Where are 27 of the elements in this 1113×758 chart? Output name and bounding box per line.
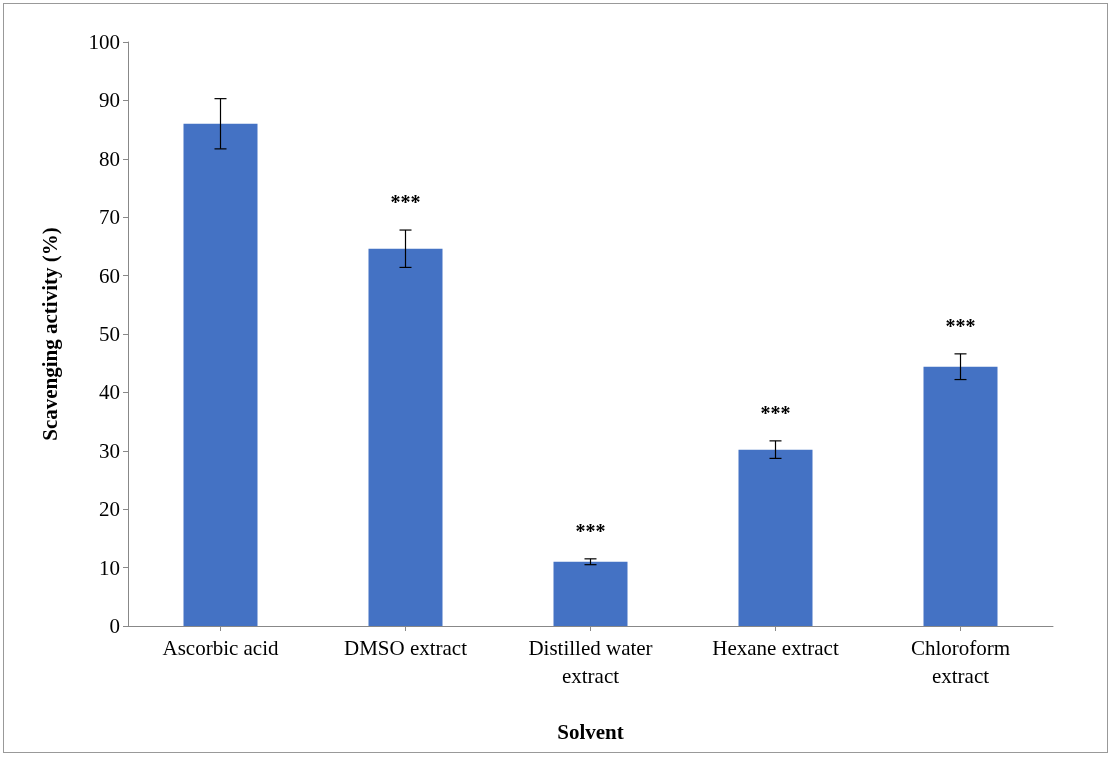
x-tick-label: Distilled water extract <box>528 636 653 688</box>
bar <box>738 449 813 626</box>
x-tick-label: Chloroform extract <box>910 636 1011 688</box>
y-axis-title: Scavenging activity (%) <box>37 227 62 441</box>
y-tick-label: 20 <box>99 497 120 522</box>
x-tick-label: DMSO extract <box>343 636 468 660</box>
y-tick-label: 100 <box>88 30 120 54</box>
x-tick-label: Hexane extract <box>712 636 839 660</box>
y-tick-label: 60 <box>99 263 120 288</box>
bar <box>553 561 628 626</box>
y-tick-label: 30 <box>99 438 120 463</box>
y-tick-label: 40 <box>99 380 120 405</box>
y-tick-label: 10 <box>99 555 120 580</box>
y-tick-label: 80 <box>99 146 120 171</box>
x-tick-label: Ascorbic acid <box>162 636 280 660</box>
y-tick-label: 50 <box>99 322 120 346</box>
bar <box>923 366 998 626</box>
bar <box>368 248 443 626</box>
y-tick-label: 90 <box>99 88 120 113</box>
bar <box>183 123 258 626</box>
annotation: *** <box>760 401 791 424</box>
y-tick-label: 0 <box>109 614 120 638</box>
annotation: *** <box>945 314 976 337</box>
y-tick-label: 70 <box>99 205 120 230</box>
annotation: *** <box>575 519 606 542</box>
annotation: *** <box>390 191 421 214</box>
x-axis-title: Solvent <box>557 719 624 744</box>
